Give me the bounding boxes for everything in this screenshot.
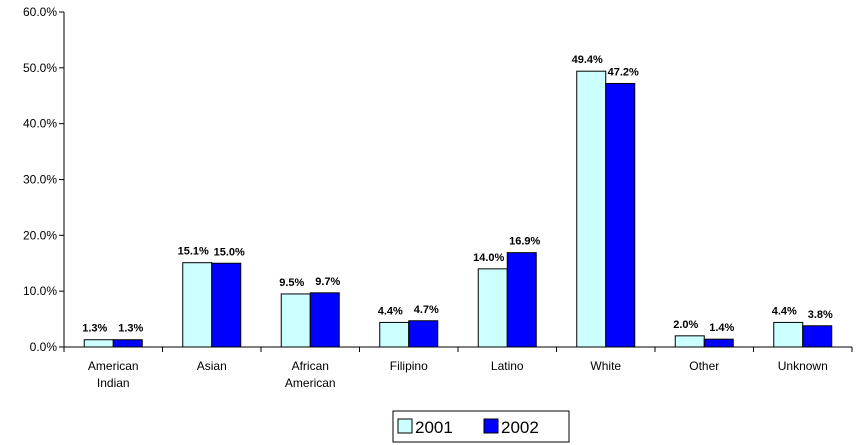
bars <box>83 70 833 348</box>
x-axis: American Indian Asian African American Filipi… <box>63 346 853 390</box>
bar-2001 <box>379 321 410 348</box>
bar-2002 <box>408 320 439 348</box>
data-labels: 1.3% 1.3% 15.1% 15.0% 9.5% 9.7% 4.4% 4.7% 14.0% 1… <box>82 54 833 335</box>
x-category-label: Filipino <box>390 359 428 373</box>
data-label-2001: 15.1% <box>178 246 209 258</box>
bar-2002 <box>605 82 636 348</box>
y-tick-label: 40.0% <box>23 117 57 131</box>
data-label-2002: 4.7% <box>414 304 439 316</box>
y-axis: 0.0% 10.0% 20.0% 30.0% 40.0% 50.0% 60.0% <box>23 5 65 354</box>
bar-2001 <box>477 268 508 348</box>
bar-2001 <box>83 339 114 348</box>
legend-label-2001: 2001 <box>415 418 453 437</box>
data-label-2002: 47.2% <box>608 66 639 78</box>
x-category-label: White <box>590 359 621 373</box>
x-category-label: Asian <box>197 359 227 373</box>
x-category-label: Unknown <box>778 359 828 373</box>
y-tick-label: 10.0% <box>23 284 57 298</box>
data-label-2002: 1.4% <box>709 322 734 334</box>
legend-swatch-2001 <box>397 418 413 434</box>
data-label-2002: 9.7% <box>315 276 340 288</box>
bar-2001 <box>674 335 705 348</box>
data-label-2001: 1.3% <box>82 323 107 335</box>
y-tick-label: 30.0% <box>23 173 57 187</box>
bar-2002 <box>211 262 242 348</box>
legend-label-2002: 2002 <box>501 418 539 437</box>
x-category-label: American Indian <box>88 359 139 390</box>
y-tick-label: 0.0% <box>30 340 58 354</box>
data-label-2001: 2.0% <box>673 319 698 331</box>
legend: 2001 2002 <box>392 410 570 443</box>
data-label-2001: 4.4% <box>378 305 403 317</box>
bar-2001 <box>773 321 804 348</box>
data-label-2001: 14.0% <box>473 252 504 264</box>
bar-2001 <box>182 262 213 348</box>
bar-2002 <box>802 325 833 348</box>
bar-2001 <box>280 293 311 348</box>
legend-swatch-2002 <box>483 418 499 434</box>
legend-box <box>392 410 570 443</box>
data-label-2002: 1.3% <box>118 323 143 335</box>
data-label-2001: 9.5% <box>279 277 304 289</box>
data-label-2002: 15.0% <box>214 246 245 258</box>
data-label-2002: 3.8% <box>808 309 833 321</box>
y-tick-label: 50.0% <box>23 61 57 75</box>
bar-2002 <box>703 338 734 348</box>
x-category-label: Other <box>689 359 719 373</box>
data-label-2001: 4.4% <box>772 305 797 317</box>
bar-2002 <box>309 292 340 348</box>
bar-2001 <box>576 70 607 348</box>
y-tick-label: 20.0% <box>23 228 57 242</box>
x-category-label: African American <box>285 359 336 390</box>
bar-2002 <box>112 339 143 348</box>
x-category-label: Latino <box>491 359 524 373</box>
data-label-2002: 16.9% <box>509 236 540 248</box>
bar-2002 <box>506 252 537 348</box>
y-tick-label: 60.0% <box>23 5 57 19</box>
data-label-2001: 49.4% <box>572 54 603 66</box>
